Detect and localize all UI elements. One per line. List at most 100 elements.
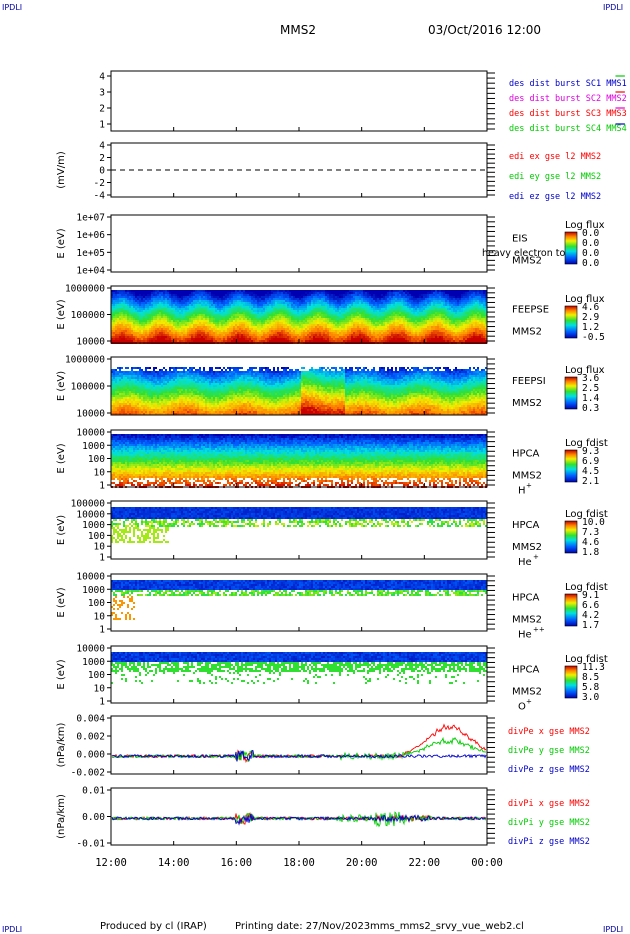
spectrogram-cell [357, 338, 359, 340]
spectrogram-cell [167, 336, 169, 338]
spectrogram-cell [141, 308, 143, 310]
spectrogram-cell [375, 324, 377, 326]
spectrogram-cell [441, 338, 443, 340]
spectrogram-cell [293, 328, 295, 330]
spectrogram-cell [169, 326, 171, 328]
spectrogram-cell [277, 336, 279, 338]
spectrogram-cell [313, 302, 315, 304]
spectrogram-cell [321, 306, 323, 308]
spectrogram-cell [129, 326, 131, 328]
spectrogram-cell [289, 302, 291, 304]
spectrogram-cell [277, 308, 279, 310]
spectrogram-cell [295, 308, 297, 310]
spectrogram-cell [377, 322, 379, 324]
spectrogram-cell [159, 322, 161, 324]
spectrogram-cell [383, 298, 385, 300]
spectrogram-cell [385, 298, 387, 300]
spectrogram-cell [437, 296, 439, 298]
spectrogram-cell [189, 336, 191, 338]
spectrogram-cell [221, 292, 223, 294]
spectrogram-cell [153, 296, 155, 298]
spectrogram-cell [191, 298, 193, 300]
spectrogram-cell [377, 290, 379, 292]
spectrogram-cell [279, 312, 281, 314]
spectrogram-cell [391, 322, 393, 324]
spectrogram-cell [441, 322, 443, 324]
spectrogram-cell [333, 294, 335, 296]
spectrogram-cell [245, 308, 247, 310]
spectrogram-cell [347, 302, 349, 304]
spectrogram-cell [337, 328, 339, 330]
spectrogram-cell [129, 328, 131, 330]
spectrogram-cell [319, 322, 321, 324]
spectrogram-cell [319, 318, 321, 320]
spectrogram-cell [191, 328, 193, 330]
spectrogram-cell [113, 302, 115, 304]
spectrogram-cell [313, 318, 315, 320]
spectrogram-cell [429, 296, 431, 298]
spectrogram-cell [465, 318, 467, 320]
spectrogram-cell [265, 298, 267, 300]
spectrogram-cell [395, 308, 397, 310]
spectrogram-cell [361, 332, 363, 334]
spectrogram-cell [369, 314, 371, 316]
spectrogram-cell [147, 290, 149, 292]
spectrogram-cell [285, 332, 287, 334]
spectrogram-cell [267, 326, 269, 328]
spectrogram-cell [169, 330, 171, 332]
spectrogram-cell [431, 314, 433, 316]
spectrogram-cell [181, 338, 183, 340]
spectrogram-cell [319, 300, 321, 302]
spectrogram-cell [159, 302, 161, 304]
spectrogram-cell [335, 304, 337, 306]
spectrogram-cell [115, 312, 117, 314]
spectrogram-cell [445, 322, 447, 324]
spectrogram-cell [297, 336, 299, 338]
spectrogram-cell [121, 312, 123, 314]
spectrogram-cell [241, 336, 243, 338]
spectrogram-cell [415, 302, 417, 304]
spectrogram-cell [129, 334, 131, 336]
spectrogram-cell [279, 336, 281, 338]
spectrogram-cell [285, 314, 287, 316]
spectrogram-cell [341, 330, 343, 332]
spectrogram-cell [113, 312, 115, 314]
spectrogram-cell [419, 306, 421, 308]
spectrogram-cell [211, 302, 213, 304]
spectrogram-cell [277, 338, 279, 340]
spectrogram-cell [229, 298, 231, 300]
spectrogram-cell [339, 304, 341, 306]
spectrogram-cell [349, 302, 351, 304]
spectrogram-cell [377, 318, 379, 320]
spectrogram-cell [465, 296, 467, 298]
spectrogram-cell [445, 316, 447, 318]
spectrogram-cell [409, 316, 411, 318]
spectrogram-cell [253, 320, 255, 322]
spectrogram-cell [175, 298, 177, 300]
spectrogram-cell [409, 294, 411, 296]
spectrogram-cell [127, 308, 129, 310]
spectrogram-cell [467, 294, 469, 296]
spectrogram-cell [205, 294, 207, 296]
spectrogram-cell [229, 332, 231, 334]
spectrogram-cell [473, 312, 475, 314]
spectrogram-cell [317, 330, 319, 332]
spectrogram-cell [189, 322, 191, 324]
spectrogram-cell [181, 334, 183, 336]
spectrogram-cell [355, 324, 357, 326]
spectrogram-cell [403, 316, 405, 318]
spectrogram-cell [301, 304, 303, 306]
spectrogram-cell [425, 322, 427, 324]
spectrogram-cell [207, 324, 209, 326]
spectrogram-cell [243, 336, 245, 338]
spectrogram-cell [321, 322, 323, 324]
spectrogram-cell [391, 340, 393, 342]
spectrogram-cell [289, 324, 291, 326]
spectrogram-cell [431, 298, 433, 300]
spectrogram-cell [129, 340, 131, 342]
spectrogram-cell [399, 340, 401, 342]
spectrogram-cell [423, 292, 425, 294]
spectrogram-cell [181, 304, 183, 306]
spectrogram-cell [375, 306, 377, 308]
spectrogram-cell [329, 334, 331, 336]
